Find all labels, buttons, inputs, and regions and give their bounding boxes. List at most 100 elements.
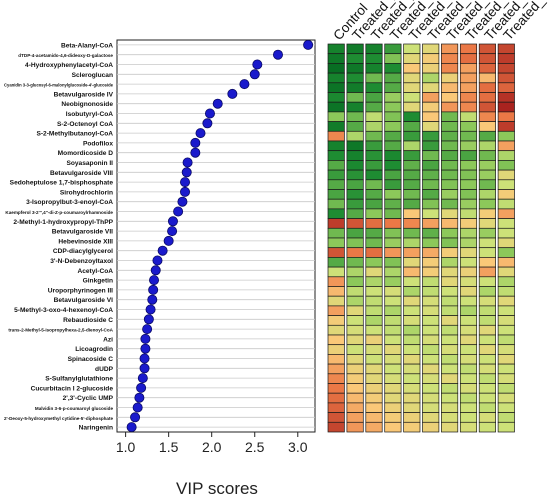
feature-label: Ginkgetin: [83, 278, 113, 285]
heatmap-cell: [327, 363, 345, 375]
heatmap-cell: [327, 247, 345, 258]
heatmap-cell: [403, 247, 421, 258]
heatmap-cell: [441, 383, 459, 394]
feature-label: 3-Isopropylbut-3-enoyl-CoA: [26, 199, 113, 206]
heatmap-cell: [327, 257, 345, 268]
x-tick-label: 2.0: [202, 439, 222, 455]
feature-label: trans-2-Methyl-5-isopropylhexa-2,5-dieno…: [8, 328, 113, 333]
heatmap-cell: [497, 160, 515, 171]
vip-point: [139, 353, 150, 364]
heatmap-cell: [365, 160, 383, 171]
heatmap-cell: [327, 160, 345, 171]
heatmap-cell: [497, 237, 515, 249]
heatmap-cell: [497, 111, 515, 122]
heatmap-cell: [422, 334, 440, 346]
vip-point: [130, 412, 141, 423]
heatmap-cell: [422, 266, 440, 278]
heatmap-cell: [346, 286, 364, 297]
heatmap-cell: [403, 324, 421, 336]
heatmap-cell: [441, 111, 459, 122]
heatmap-cell: [497, 218, 515, 229]
heatmap-cell: [441, 286, 459, 297]
heatmap-cell: [441, 247, 459, 258]
heatmap-cell: [384, 257, 402, 268]
heatmap-cell: [327, 412, 345, 423]
heatmap-cell: [327, 179, 345, 190]
feature-label: Betavulgaroside VI: [54, 297, 114, 304]
heatmap-cell: [346, 121, 364, 132]
heatmap-cell: [459, 324, 478, 336]
heatmap-cell: [422, 227, 440, 239]
heatmap-cell: [384, 169, 402, 181]
heatmap-cell: [384, 247, 402, 258]
vip-point: [140, 343, 151, 354]
heatmap-cell: [459, 344, 478, 355]
heatmap-cell: [346, 72, 364, 84]
vip-point: [173, 206, 184, 217]
feature-label: Momordicoside D: [58, 150, 114, 157]
vip-point: [249, 69, 260, 80]
heatmap-cell: [403, 237, 421, 249]
heatmap-cell: [365, 237, 383, 249]
heatmap-cell: [403, 218, 421, 229]
heatmap-cell: [441, 305, 459, 316]
heatmap-cell: [478, 295, 496, 307]
heatmap-cell: [441, 295, 459, 307]
heatmap-cell: [422, 208, 440, 219]
heatmap-cell: [403, 257, 421, 268]
heatmap-cell: [327, 72, 345, 84]
heatmap-cell: [478, 53, 496, 64]
vip-point: [212, 98, 223, 109]
heatmap-cell: [478, 315, 496, 326]
heatmap-cell: [459, 169, 478, 181]
heatmap-cell: [365, 383, 383, 394]
heatmap-cell: [346, 276, 364, 287]
heatmap-cell: [478, 266, 496, 278]
feature-label: Cucurbitacin I 2-glucoside: [31, 385, 114, 392]
heatmap-cell: [459, 92, 478, 103]
heatmap-cell: [422, 392, 440, 404]
heatmap-cell: [403, 344, 421, 355]
heatmap-cell: [346, 198, 364, 210]
heatmap-cell: [422, 130, 440, 142]
heatmap-cell: [403, 373, 421, 384]
feature-label: Sirohydrochlorin: [60, 189, 113, 196]
heatmap-cell: [403, 53, 421, 64]
heatmap-cell: [384, 334, 402, 346]
heatmap-cell: [422, 82, 440, 93]
heatmap-cell: [497, 121, 515, 132]
heatmap-cell: [422, 344, 440, 355]
feature-label: Licoagrodin: [75, 346, 113, 353]
heatmap-cell: [346, 150, 364, 161]
feature-label: 3'-N-Debenzoyltaxol: [50, 258, 113, 265]
heatmap-cell: [422, 276, 440, 287]
heatmap-cell: [327, 92, 345, 103]
heatmap-cell: [497, 363, 515, 375]
heatmap-cell: [365, 344, 383, 355]
heatmap-cell: [327, 121, 345, 132]
heatmap-cell: [459, 383, 478, 394]
heatmap-cell: [441, 276, 459, 287]
heatmap-cell: [346, 140, 364, 152]
feature-label: S-2-Methylbutanoyl-CoA: [36, 131, 113, 138]
vip-point: [204, 108, 215, 119]
feature-label: dUDP: [95, 366, 114, 373]
heatmap-cell: [327, 344, 345, 355]
heatmap-cell: [346, 111, 364, 122]
heatmap-cell: [478, 169, 496, 181]
heatmap-cell: [365, 247, 383, 258]
feature-label: 2-Methyl-1-hydroxypropyl-ThPP: [13, 219, 113, 226]
heatmap-cell: [422, 198, 440, 210]
heatmap-cell: [403, 286, 421, 297]
heatmap-cell: [497, 392, 515, 404]
heatmap-cell: [384, 130, 402, 142]
heatmap-cell: [441, 373, 459, 384]
heatmap-cell: [346, 247, 364, 258]
heatmap-cell: [346, 344, 364, 355]
heatmap-cell: [365, 43, 383, 55]
x-tick-label: 1.0: [116, 439, 136, 455]
heatmap-cell: [422, 305, 440, 316]
heatmap-cell: [365, 402, 383, 413]
heatmap-cell: [459, 111, 478, 122]
heatmap-cell: [365, 421, 383, 433]
